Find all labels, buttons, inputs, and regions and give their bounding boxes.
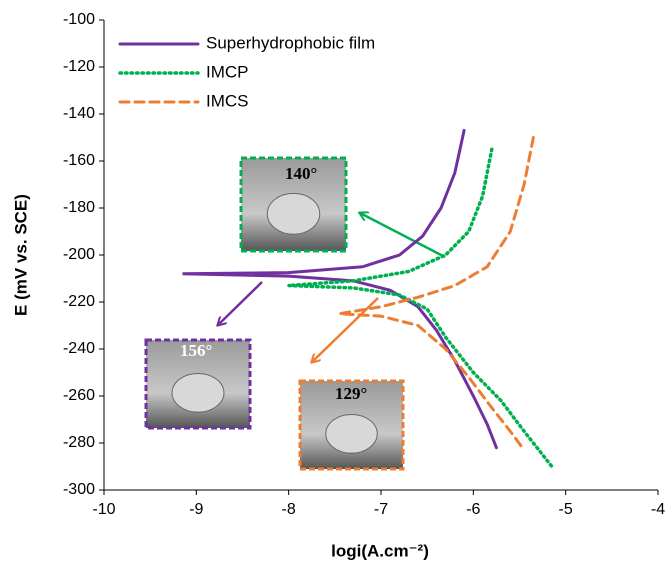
x-tick-label: -8 [282,501,296,518]
x-axis-label: logi(A.cm⁻²) [331,541,429,560]
y-tick-label: -220 [63,293,95,310]
y-tick-label: -140 [63,105,95,122]
y-tick-label: -120 [63,58,95,75]
y-axis-label: E (mV vs. SCE) [11,194,30,316]
x-tick-label: -4 [651,501,665,518]
y-tick-label: -280 [63,434,95,451]
y-tick-label: -240 [63,340,95,357]
y-tick-label: -180 [63,199,95,216]
x-tick-label: -9 [189,501,203,518]
y-tick-label: -300 [63,481,95,498]
droplet [267,193,320,234]
legend-label: IMCS [206,91,249,110]
arrow [312,298,378,362]
y-tick-label: -160 [63,152,95,169]
x-tick-label: -10 [92,501,115,518]
droplet [172,373,224,412]
contact-angle: 129° [335,384,367,403]
arrow [218,282,262,325]
x-tick-label: -6 [466,501,480,518]
y-tick-label: -200 [63,246,95,263]
x-tick-label: -5 [559,501,573,518]
legend-label: IMCP [206,62,249,81]
x-tick-label: -7 [374,501,388,518]
contact-angle: 140° [285,164,317,183]
contact-angle: 156° [180,341,212,360]
y-tick-label: -100 [63,11,95,28]
legend-label: Superhydrophobic film [206,33,375,52]
y-tick-label: -260 [63,387,95,404]
droplet [326,414,378,453]
chart: logi(A.cm⁻²) E (mV vs. SCE) -300 -280 -260… [0,0,670,566]
